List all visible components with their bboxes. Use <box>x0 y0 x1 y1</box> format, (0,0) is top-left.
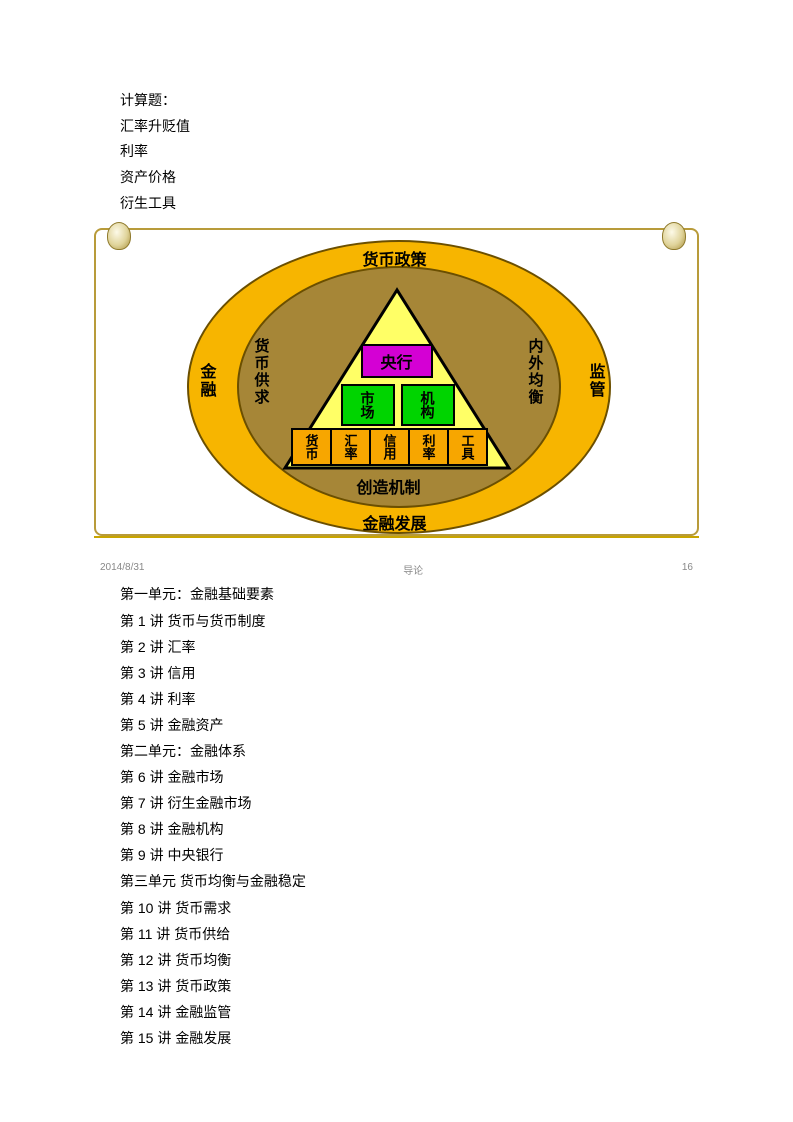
top-item: 资产价格 <box>120 167 673 189</box>
top-item: 衍生工具 <box>120 193 673 215</box>
toc-line: 第 15 讲 金融发展 <box>120 1027 673 1050</box>
mid-row: 市场 机构 <box>341 384 455 426</box>
toc-line: 第一单元：金融基础要素 <box>120 583 673 606</box>
toc-line: 第 11 讲 货币供给 <box>120 923 673 946</box>
calc-topic-list: 计算题： 汇率升贬值 利率 资产价格 衍生工具 <box>120 90 673 214</box>
base-label: 信用 <box>380 434 399 460</box>
mid-label: 市场 <box>358 391 378 419</box>
base-label: 货币 <box>302 434 321 460</box>
footer-center: 导论 <box>403 562 423 577</box>
toc-line: 第 14 讲 金融监管 <box>120 1001 673 1024</box>
mid-cell: 机构 <box>401 384 455 426</box>
base-cell: 利率 <box>408 428 449 466</box>
toc-line: 第 6 讲 金融市场 <box>120 766 673 789</box>
toc-line: 第 3 讲 信用 <box>120 662 673 685</box>
mid-cell: 市场 <box>341 384 395 426</box>
toc-line: 第 8 讲 金融机构 <box>120 818 673 841</box>
toc-line: 第 1 讲 货币与货币制度 <box>120 610 673 633</box>
finance-pyramid-diagram: 货币政策 金融发展 金融 监管 货币供求 内外均衡 央行 市场 机构 货币 汇率 <box>120 228 673 558</box>
table-of-contents: 第一单元：金融基础要素 第 1 讲 货币与货币制度 第 2 讲 汇率 第 3 讲… <box>120 583 673 1050</box>
ring-top-label: 货币政策 <box>363 246 427 270</box>
apex-label: 央行 <box>380 349 412 373</box>
toc-line: 第二单元：金融体系 <box>120 740 673 763</box>
top-item: 计算题： <box>120 90 673 112</box>
toc-line: 第 10 讲 货币需求 <box>120 897 673 920</box>
scroll-knob-icon <box>662 222 686 250</box>
ring-bottom-label: 金融发展 <box>363 510 427 534</box>
slide-footer: 2014/8/31 导论 16 <box>100 562 693 577</box>
base-cell: 货币 <box>291 428 332 466</box>
top-item: 汇率升贬值 <box>120 116 673 138</box>
top-item: 利率 <box>120 141 673 163</box>
footer-page: 16 <box>682 562 693 577</box>
toc-line: 第 7 讲 衍生金融市场 <box>120 792 673 815</box>
mid-label: 机构 <box>418 391 438 419</box>
base-cell: 汇率 <box>330 428 371 466</box>
ring-right-label: 监管 <box>583 363 607 399</box>
base-label: 汇率 <box>341 434 360 460</box>
toc-line: 第 13 讲 货币政策 <box>120 975 673 998</box>
footer-date: 2014/8/31 <box>100 562 145 577</box>
divider <box>94 536 699 538</box>
ring-left-label: 金融 <box>194 363 218 399</box>
toc-line: 第 9 讲 中央银行 <box>120 844 673 867</box>
toc-line: 第 4 讲 利率 <box>120 688 673 711</box>
toc-line: 第 5 讲 金融资产 <box>120 714 673 737</box>
base-label: 工具 <box>458 434 477 460</box>
inner-right-label: 内外均衡 <box>525 338 546 406</box>
apex-cell: 央行 <box>361 344 433 378</box>
inner-left-label: 货币供求 <box>251 338 272 406</box>
toc-line: 第 12 讲 货币均衡 <box>120 949 673 972</box>
toc-line: 第三单元 货币均衡与金融稳定 <box>120 870 673 893</box>
base-cell: 信用 <box>369 428 410 466</box>
base-row: 货币 汇率 信用 利率 工具 <box>291 428 488 466</box>
base-cell: 工具 <box>447 428 488 466</box>
mechanism-label: 创造机制 <box>357 474 421 498</box>
base-label: 利率 <box>419 434 438 460</box>
toc-line: 第 2 讲 汇率 <box>120 636 673 659</box>
scroll-knob-icon <box>107 222 131 250</box>
